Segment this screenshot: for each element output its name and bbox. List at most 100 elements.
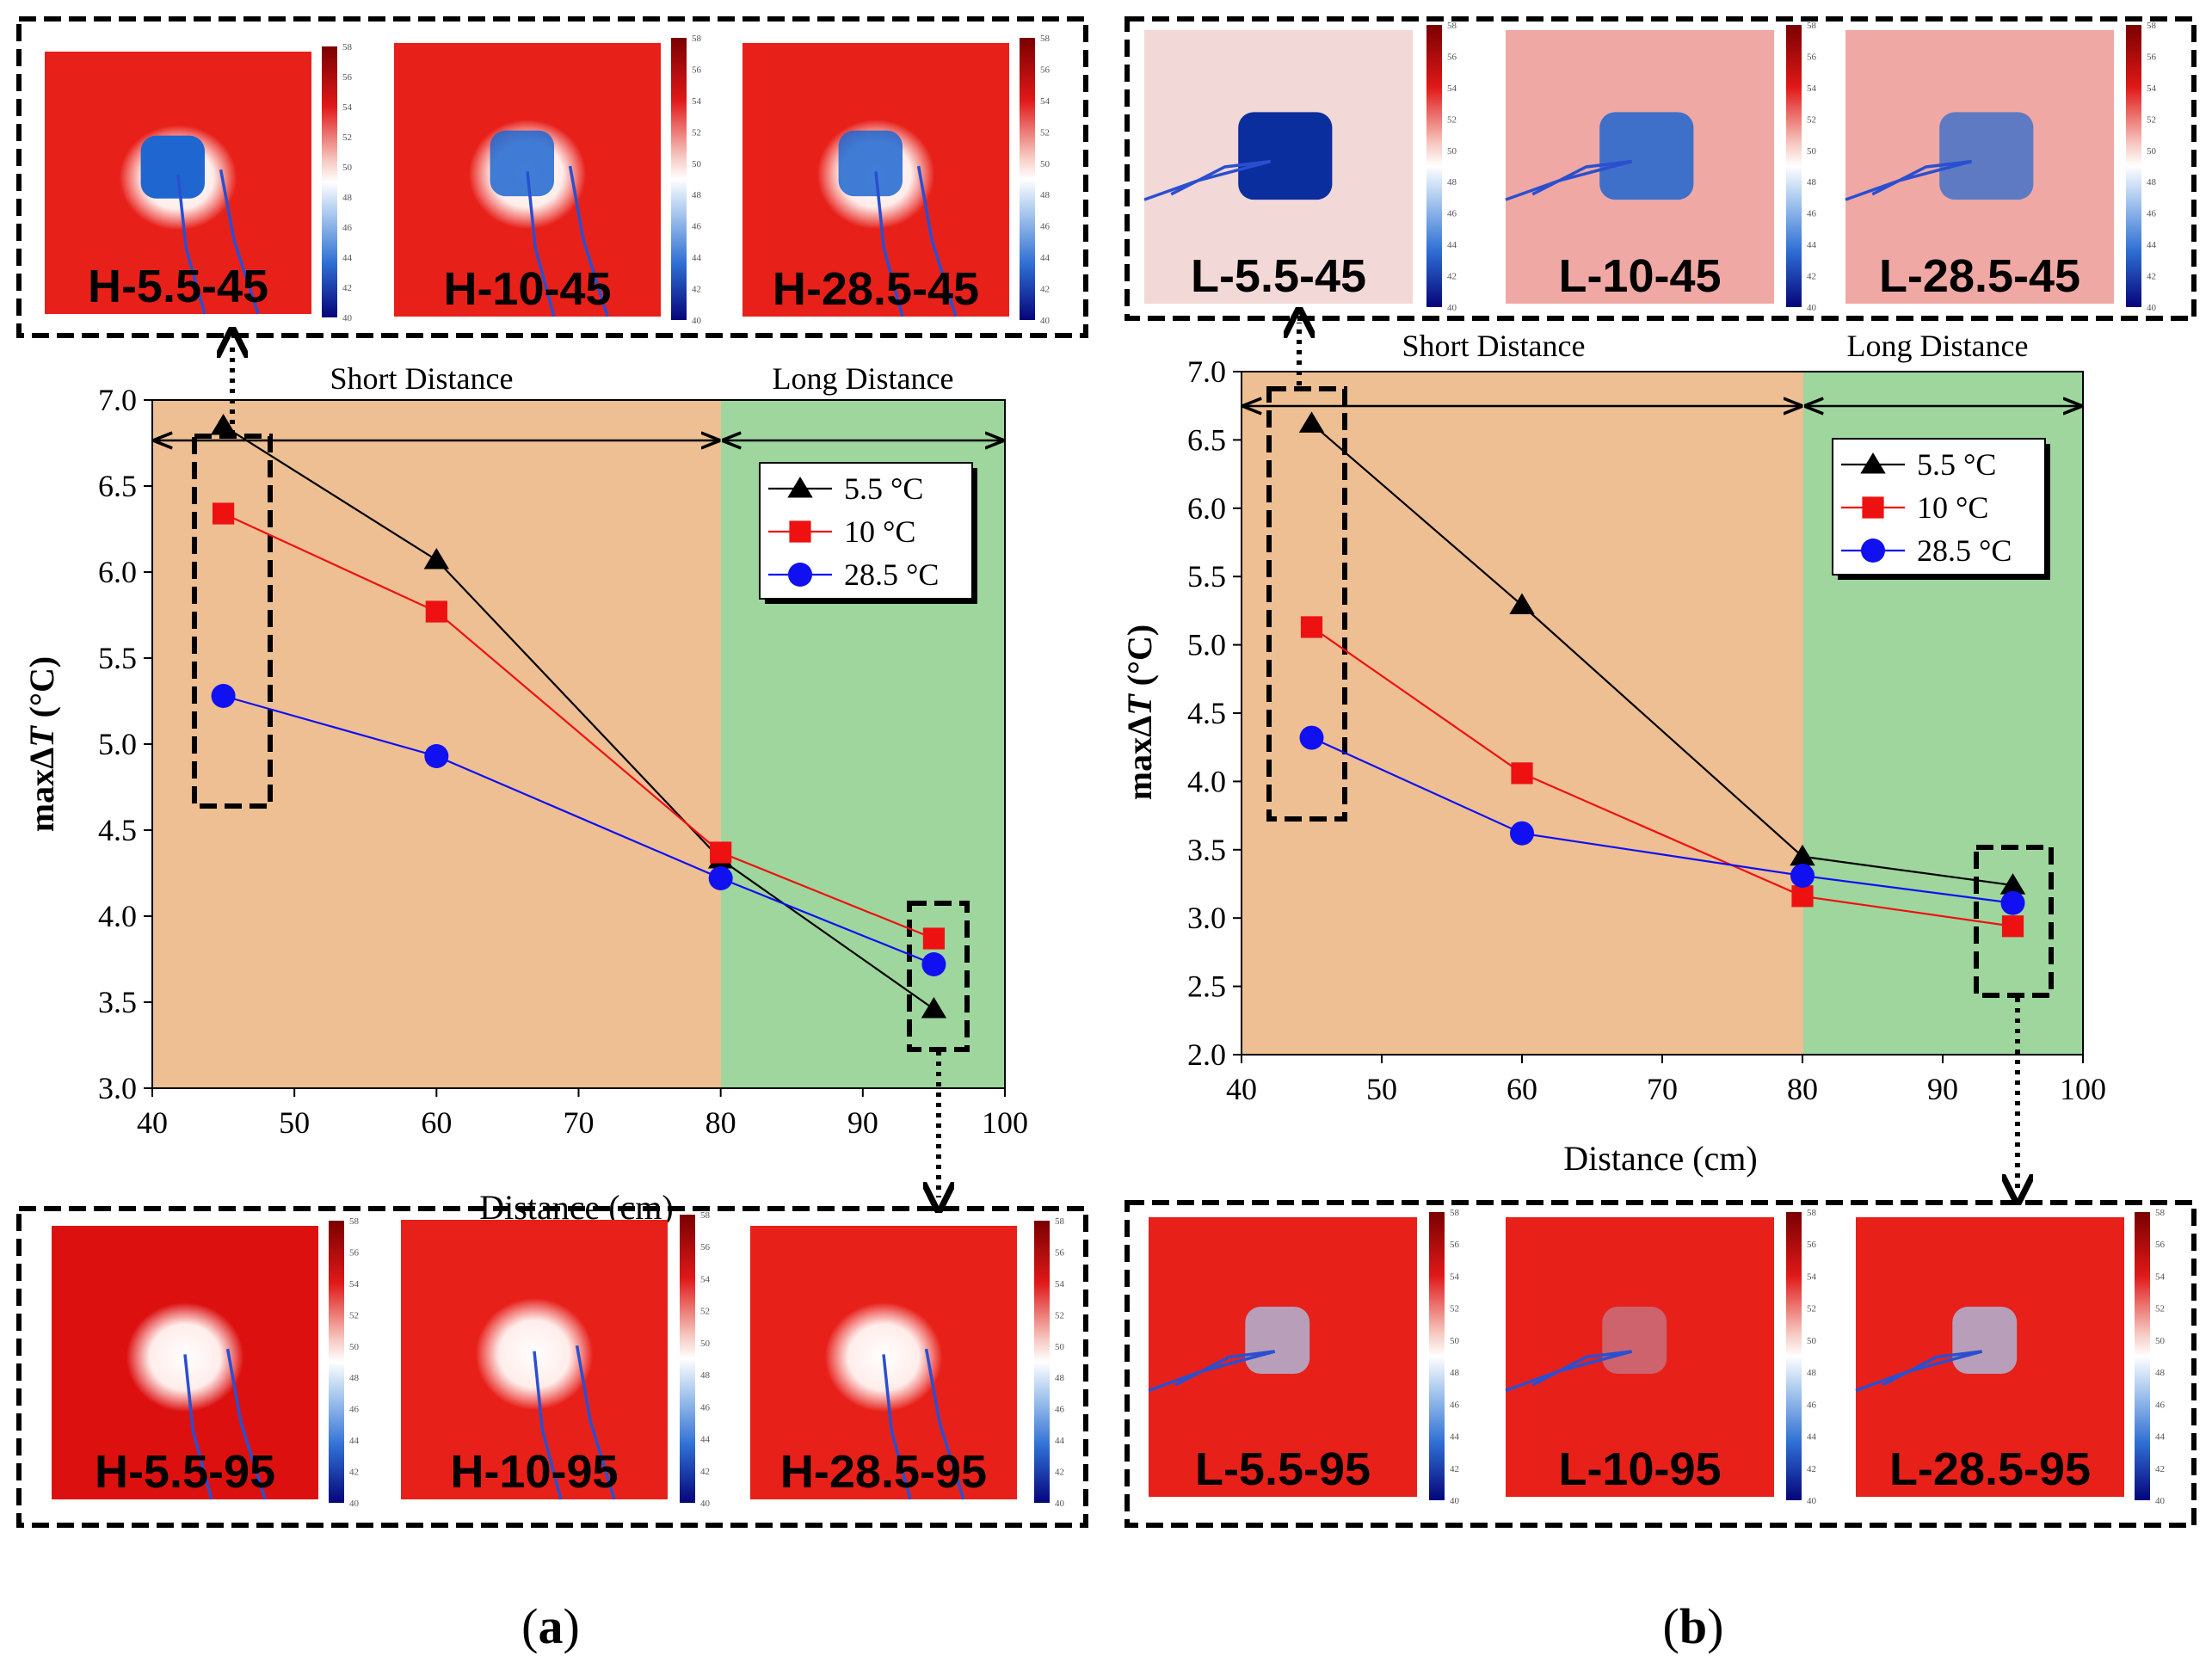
sensor-wire (916, 165, 958, 317)
colorbar (680, 1215, 695, 1503)
legend-marker (1862, 496, 1884, 519)
colorbar-tick: 44 (1450, 1432, 1460, 1443)
thermal-image-label: H-5.5-95 (95, 1446, 275, 1498)
colorbar-tick: 52 (700, 1307, 710, 1317)
colorbar-tick: 58 (1807, 21, 1817, 31)
y-axis-label: maxΔT (°C) (22, 656, 61, 832)
x-tick-label: 80 (705, 1105, 736, 1140)
sensor-wire (1531, 1350, 1632, 1387)
colorbar-tick: 40 (1807, 1496, 1817, 1506)
colorbar-tick: 40 (2155, 1496, 2166, 1506)
colorbar-tick: 48 (1055, 1373, 1065, 1383)
x-tick-label: 40 (137, 1105, 168, 1140)
colorbar-tick: 54 (1807, 83, 1817, 94)
y-tick-label: 6.5 (1187, 422, 1226, 457)
colorbar-tick: 52 (1807, 114, 1816, 125)
colorbar-tick: 58 (1447, 21, 1457, 31)
chart-b: Short Distance Long Distance 40 50 60 70 80 9… (1120, 323, 2106, 1190)
colorbar-tick: 58 (700, 1210, 711, 1221)
colorbar-tick: 46 (2155, 1400, 2166, 1410)
colorbar-tick: 46 (1807, 209, 1817, 219)
sensor-wire (225, 1348, 267, 1500)
colorbar-tick: 50 (349, 1342, 360, 1352)
thermal-image-label: H-10-95 (450, 1446, 618, 1498)
thermal-image-label: L-28.5-45 (1879, 250, 2080, 302)
sensor-wire (1871, 159, 1972, 196)
x-tick-label: 70 (564, 1105, 595, 1140)
y-tick-label: 5.5 (1187, 559, 1226, 594)
thermal-image: 58 56 54 52 50 48 46 44 42 40 H-5.5-45 (45, 42, 353, 323)
colorbar-tick: 46 (700, 1402, 711, 1413)
colorbar (2126, 25, 2141, 307)
thermal-image-label: H-28.5-45 (773, 263, 979, 315)
thermal-strip-bottom-a-frame (16, 1206, 1088, 1528)
colorbar-tick: 40 (2147, 303, 2157, 313)
series-line-2 (1311, 736, 2013, 904)
thermal-strip-bottom-b: 58 56 54 52 50 48 46 44 42 40 L-5.5-95 58 56 54 52 50 48… (1148, 1208, 2166, 1506)
region-short-bg (152, 400, 721, 1088)
thermal-image-label: L-10-95 (1558, 1443, 1721, 1495)
colorbar-tick: 52 (1447, 114, 1457, 125)
data-point (425, 600, 447, 623)
legend-marker (1861, 539, 1885, 563)
sensor-wire (183, 1354, 213, 1500)
colorbar-tick: 56 (1807, 1240, 1817, 1250)
colorbar-tick: 40 (349, 1499, 360, 1509)
colorbar (1786, 1212, 1802, 1500)
colorbar-tick: 42 (1807, 272, 1816, 282)
data-point (1299, 725, 1324, 750)
x-tick-label: 80 (1787, 1072, 1818, 1106)
colorbar-tick: 40 (342, 313, 353, 323)
colorbar-tick: 40 (1450, 1496, 1460, 1506)
colorbar-tick: 54 (1055, 1279, 1065, 1289)
colorbar-tick: 44 (1055, 1436, 1065, 1446)
colorbar (1426, 25, 1442, 307)
colorbar-tick: 44 (2147, 240, 2157, 250)
region-short-label: Short Distance (1402, 329, 1586, 363)
sensor-wire (874, 171, 904, 317)
colorbar-tick: 44 (700, 1435, 711, 1445)
data-point (1510, 821, 1534, 846)
colorbar-tick: 58 (342, 42, 353, 52)
colorbar-tick: 46 (1040, 222, 1051, 232)
caption-b: (b) (1663, 1598, 1724, 1654)
cold-spot (1939, 112, 2034, 200)
colorbar-tick: 48 (1040, 190, 1051, 200)
colorbar-tick: 54 (1450, 1271, 1460, 1282)
colorbar-tick: 44 (1040, 253, 1051, 263)
thermal-image: 58 56 54 52 50 48 46 44 42 40 H-10-95 (401, 1210, 711, 1509)
colorbar-tick: 58 (2147, 21, 2157, 31)
colorbar-tick: 42 (1450, 1464, 1459, 1474)
colorbar-tick: 42 (342, 283, 352, 293)
sensor-wire (526, 171, 556, 317)
sensor-wire (575, 1345, 616, 1500)
sensor-wire (533, 1351, 563, 1500)
data-point (210, 414, 237, 435)
colorbar-tick: 58 (2155, 1208, 2166, 1218)
colorbar-tick: 56 (1447, 52, 1457, 62)
data-point (1298, 411, 1325, 433)
cold-spot (838, 130, 903, 197)
x-tick-label: 100 (2060, 1072, 2106, 1106)
thermal-strip-top-a: 58 56 54 52 50 48 46 44 42 40 H-5.5-45 58 56 54 52 50 48… (45, 34, 1051, 326)
colorbar-tick: 58 (349, 1216, 360, 1227)
colorbar-tick: 50 (1807, 1336, 1817, 1346)
colorbar-tick: 54 (1807, 1271, 1817, 1282)
colorbar-tick: 54 (2155, 1271, 2166, 1282)
colorbar-tick: 50 (1447, 146, 1457, 157)
colorbar-tick: 44 (692, 253, 702, 263)
colorbar-tick: 42 (1807, 1464, 1816, 1474)
colorbar-tick: 50 (700, 1339, 711, 1349)
series-line-1 (1310, 626, 2013, 927)
colorbar-tick: 52 (692, 127, 701, 138)
colorbar-tick: 48 (1450, 1368, 1460, 1378)
colorbar-tick: 42 (1447, 272, 1457, 282)
colorbar-tick: 42 (692, 285, 701, 295)
colorbar-tick: 46 (342, 223, 353, 233)
highlight-box-95cm (907, 901, 970, 1052)
colorbar-tick: 56 (700, 1242, 711, 1253)
highlight-box-45cm (192, 434, 273, 809)
colorbar-tick: 48 (342, 193, 353, 203)
thermal-image-label: L-5.5-45 (1191, 250, 1366, 302)
sensor-wire (1174, 1350, 1275, 1387)
